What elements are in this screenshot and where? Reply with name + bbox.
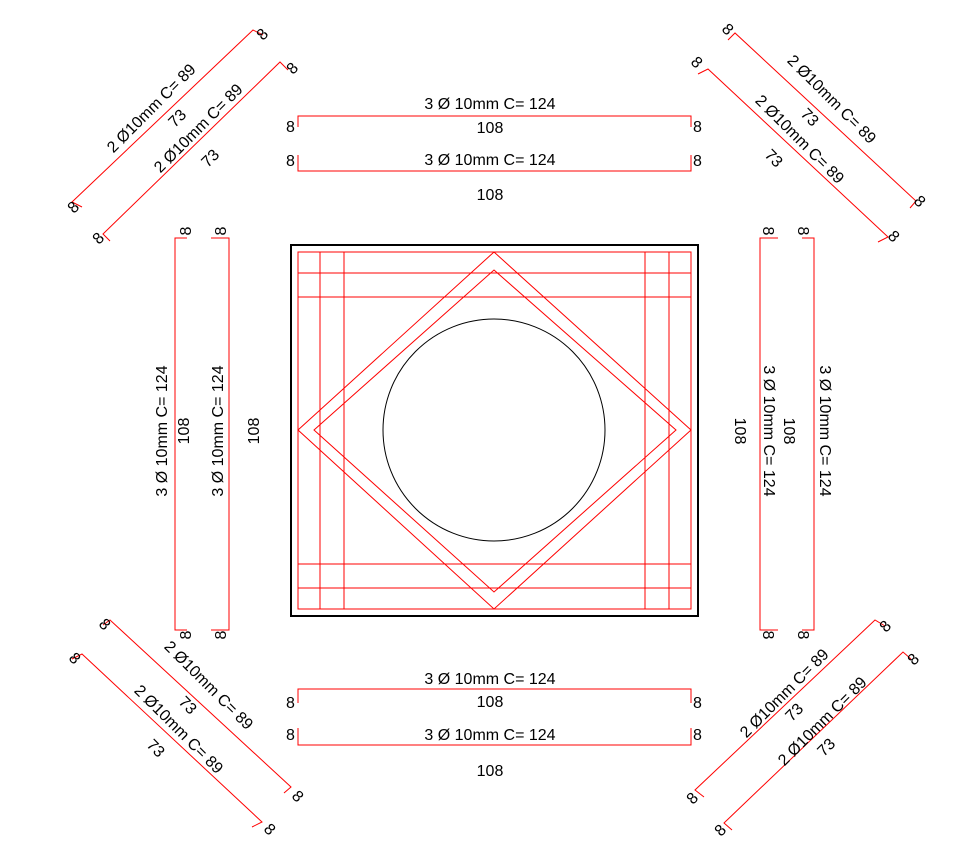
bar-bottom-1-hook-right: 8 — [693, 695, 702, 712]
bar-diagonal-bottom-left-2-length: 73 — [143, 737, 168, 762]
bar-top-1-length: 108 — [477, 120, 504, 137]
bar-top-1: 3 Ø 10mm C= 124 108 8 8 — [286, 96, 702, 137]
bar-left-1-hook-bottom: 8 — [178, 630, 195, 639]
diamond-bar-outer — [297, 251, 692, 610]
bar-diagonal-bottom-right-1-hook-b: 8 — [684, 790, 702, 808]
bar-right-1-hook-top: 8 — [759, 227, 776, 236]
bar-diagonal-top-left-2-line — [102, 61, 289, 242]
bar-right-1-line — [759, 237, 778, 631]
bar-diagonal-bottom-left-1-length: 73 — [175, 694, 200, 719]
bar-diagonal-top-right-1: 2 Ø10mm C= 89 73 8 8 — [718, 21, 928, 211]
bar-top-1-label: 3 Ø 10mm C= 124 — [424, 96, 555, 113]
bar-diagonal-top-left-1-hook-a: 8 — [254, 26, 272, 44]
bar-diagonal-bottom-right-2-hook-a: 8 — [905, 651, 923, 669]
bar-diagonal-bottom-right-1-line — [694, 619, 886, 798]
bar-diagonal-top-left-2-length: 73 — [199, 146, 224, 171]
bar-diagonal-top-right-2-line — [697, 68, 889, 243]
bar-diagonal-top-right-2-hook-b: 8 — [884, 228, 902, 246]
bar-diagonal-bottom-right-2-hook-b: 8 — [712, 822, 730, 840]
bar-right-2: 3 Ø 10mm C= 124 108 8 8 — [780, 227, 833, 640]
bar-diagonal-bottom-left-1: 2 Ø10mm C= 89 73 8 8 — [95, 616, 306, 806]
bar-left-1-hook-top: 8 — [178, 226, 195, 235]
bar-bottom-1-line — [297, 688, 692, 703]
bar-top-2-line — [297, 155, 692, 172]
bar-right-2-label: 3 Ø 10mm C= 124 — [816, 365, 833, 496]
bar-diagonal-top-right-1-hook-b: 8 — [910, 193, 928, 211]
bar-left-1-label: 3 Ø 10mm C= 124 — [154, 365, 171, 496]
diamond-bar-inner — [313, 269, 677, 593]
bar-diagonal-bottom-left-2: 2 Ø10mm C= 89 73 8 8 — [65, 650, 278, 839]
bar-right-2-length: 108 — [780, 418, 797, 445]
section-view — [290, 244, 699, 617]
bar-top-1-hook-left: 8 — [286, 119, 295, 136]
bar-diagonal-bottom-left-1-hook-a: 8 — [95, 616, 113, 634]
bar-bottom-1-hook-left: 8 — [286, 695, 295, 712]
bar-diagonal-bottom-right-2-line — [723, 651, 912, 831]
bar-diagonal-bottom-right-1: 2 Ø10mm C= 89 73 8 8 — [684, 618, 895, 808]
bar-diagonal-bottom-left-1-line — [102, 619, 292, 794]
section-outline — [290, 244, 699, 617]
bar-diagonal-bottom-right-2: 2 Ø10mm C= 89 73 8 8 — [712, 651, 923, 840]
bar-diagonal-top-right-1-line — [727, 32, 917, 209]
bar-diagonal-top-right-1-hook-a: 8 — [718, 21, 736, 39]
bar-diagonal-top-right-2-length: 73 — [761, 147, 786, 172]
bar-top-2-label: 3 Ø 10mm C= 124 — [424, 152, 555, 169]
bar-right-1-hook-bottom: 8 — [759, 631, 776, 640]
bar-bottom-2-length: 108 — [477, 763, 504, 780]
bar-left-2-line — [211, 237, 230, 631]
bar-left-2-length: 108 — [246, 418, 263, 445]
bar-diagonal-top-right-1-length: 73 — [797, 106, 822, 131]
bar-diagonal-bottom-left-2-hook-b: 8 — [260, 821, 278, 839]
bar-right-2-hook-bottom: 8 — [794, 631, 811, 640]
bar-right-1: 3 Ø 10mm C= 124 108 8 8 — [731, 227, 778, 640]
bar-top-2-length: 108 — [477, 187, 504, 204]
bar-right-2-hook-top: 8 — [794, 227, 811, 236]
bar-bottom-1: 3 Ø 10mm C= 124 108 8 8 — [286, 671, 702, 712]
bar-diagonal-top-right-2-hook-a: 8 — [687, 54, 705, 72]
bar-diagonal-top-left-1-line — [71, 29, 264, 208]
bar-bottom-2-hook-right: 8 — [693, 727, 702, 744]
bar-left-2-label: 3 Ø 10mm C= 124 — [210, 365, 227, 496]
bar-diagonal-bottom-left-1-hook-b: 8 — [288, 788, 306, 806]
bar-diagonal-top-left-1-hook-b: 8 — [65, 199, 83, 217]
bar-bottom-2-label: 3 Ø 10mm C= 124 — [424, 727, 555, 744]
bar-bottom-1-label: 3 Ø 10mm C= 124 — [424, 671, 555, 688]
bar-bottom-2-line — [297, 728, 692, 746]
bar-bottom-2: 3 Ø 10mm C= 124 108 8 8 — [286, 727, 702, 780]
bar-left-2-hook-top: 8 — [213, 226, 230, 235]
bar-right-2-line — [802, 237, 815, 631]
bar-right-1-length: 108 — [731, 418, 748, 445]
bar-bottom-1-length: 108 — [477, 694, 504, 711]
bar-diagonal-bottom-left-2-line — [71, 653, 263, 828]
bar-left-2-hook-bottom: 8 — [213, 630, 230, 639]
bar-right-1-label: 3 Ø 10mm C= 124 — [760, 365, 777, 496]
bar-bottom-2-hook-left: 8 — [286, 727, 295, 744]
bar-diagonal-top-left-2-hook-a: 8 — [284, 60, 302, 78]
bar-diagonal-top-left-2: 2 Ø10mm C= 89 73 8 8 — [90, 60, 302, 248]
bar-top-2: 3 Ø 10mm C= 124 108 8 8 — [286, 152, 702, 204]
bar-diagonal-top-right-2: 2 Ø10mm C= 89 73 8 8 — [687, 54, 902, 246]
bar-top-2-hook-right: 8 — [693, 153, 702, 170]
bar-diagonal-top-left-1: 2 Ø10mm C= 89 73 8 8 — [65, 26, 272, 217]
bar-diagonal-bottom-right-1-hook-a: 8 — [877, 618, 895, 636]
bar-top-1-line — [297, 115, 692, 127]
circular-opening — [382, 318, 606, 542]
cover-line — [297, 251, 692, 610]
bar-left-1-line — [174, 237, 187, 631]
bar-top-1-hook-right: 8 — [693, 119, 702, 136]
bar-diagonal-bottom-left-2-hook-a: 8 — [65, 650, 83, 668]
bar-top-2-hook-left: 8 — [286, 153, 295, 170]
bar-left-2: 3 Ø 10mm C= 124 108 8 8 — [210, 226, 263, 639]
bar-left-1-length: 108 — [176, 418, 193, 445]
bar-diagonal-bottom-right-2-length: 73 — [815, 735, 840, 760]
bar-left-1: 3 Ø 10mm C= 124 108 8 8 — [154, 226, 195, 639]
